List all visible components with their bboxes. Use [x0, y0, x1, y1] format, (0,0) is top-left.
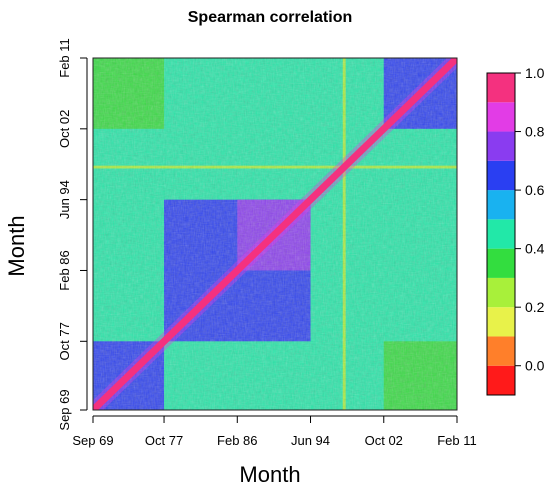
colorbar-tick-label: 0.2	[525, 299, 545, 315]
colorbar-segment	[487, 248, 515, 278]
x-axis-label: Month	[239, 462, 300, 487]
x-tick-label: Feb 11	[437, 433, 477, 448]
colorbar-segment	[487, 131, 515, 161]
diagonal-line	[93, 58, 457, 410]
colorbar-segment	[487, 277, 515, 308]
colorbar-segment	[487, 365, 515, 395]
colorbar-segment	[487, 307, 515, 337]
x-tick-label: Feb 86	[217, 433, 257, 448]
y-axis-label: Month	[4, 215, 29, 276]
colorbar-segment	[487, 102, 515, 132]
diagonal	[93, 58, 457, 410]
chart-title: Spearman correlation	[188, 9, 353, 26]
plot-frame	[92, 57, 458, 411]
colorbar: 1.0 0.8 0.6 0.4 0.2 0.0	[486, 65, 545, 396]
y-tick-label: Oct 77	[57, 322, 72, 360]
colorbar-segment	[487, 73, 515, 103]
colorbar-tick-label: 0.0	[525, 358, 545, 374]
y-tick-label: Feb 11	[57, 38, 72, 78]
x-tick-label: Jun 94	[291, 433, 330, 448]
colorbar-frame	[486, 72, 516, 396]
x-axis: Sep 69 Oct 77 Feb 86 Jun 94 Oct 02 Feb 11	[72, 415, 477, 448]
colorbar-tick-label: 0.4	[525, 241, 545, 257]
y-tick-label: Feb 86	[57, 250, 72, 290]
colorbar-tick-label: 0.6	[525, 182, 545, 198]
colorbar-segment	[487, 190, 515, 220]
x-tick-label: Sep 69	[72, 433, 113, 448]
colorbar-segment	[487, 219, 515, 249]
y-tick-label: Jun 94	[57, 180, 72, 219]
y-axis: Sep 69 Oct 77 Feb 86 Jun 94 Oct 02 Feb 11	[57, 38, 88, 431]
y-tick-label: Oct 02	[57, 110, 72, 148]
y-tick-label: Sep 69	[57, 389, 72, 430]
colorbar-tick-label: 1.0	[525, 65, 545, 81]
x-tick-label: Oct 77	[145, 433, 183, 448]
colorbar-tick-label: 0.8	[525, 124, 545, 140]
colorbar-segment	[487, 160, 515, 191]
x-tick-label: Oct 02	[365, 433, 403, 448]
colorbar-segment	[487, 336, 515, 366]
